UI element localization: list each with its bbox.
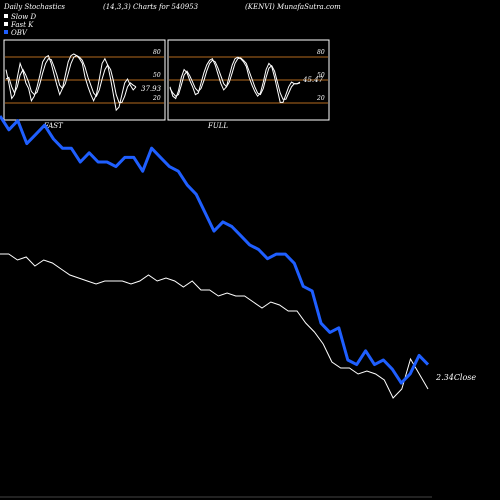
legend-fast-k: Fast K xyxy=(10,21,34,29)
legend-swatch-fast-k xyxy=(4,22,8,26)
fast-panel-frame xyxy=(3,39,166,121)
full-panel-label: FULL xyxy=(207,122,228,130)
fast-panel-tick-20: 20 xyxy=(152,95,161,102)
fast-panel-tick-80: 80 xyxy=(153,49,161,56)
legend-slow-d: Slow D xyxy=(11,13,36,21)
full-panel-tick-20: 20 xyxy=(316,95,325,102)
legend-swatch-slow-d xyxy=(4,14,8,18)
fast-panel-slow-d-line xyxy=(5,55,137,103)
legend-swatch-obv xyxy=(4,30,8,34)
full-panel-slow-d-line xyxy=(169,57,301,100)
full-panel-fast-k-line xyxy=(169,56,301,103)
site-name: (KENVI) MunafaSutra.com xyxy=(245,3,341,11)
full-panel: 80 50 20 45.47 xyxy=(167,39,330,121)
fast-panel: 80 50 20 37.93 xyxy=(3,39,166,121)
full-panel-value: 45.47 xyxy=(302,76,324,84)
legend: Slow D Fast K OBV xyxy=(4,13,36,37)
fast-panel-value: 37.93 xyxy=(141,85,162,93)
legend-obv: OBV xyxy=(11,29,28,37)
full-panel-tick-80: 80 xyxy=(317,49,325,56)
fast-panel-fast-k-line xyxy=(5,53,137,112)
fast-panel-tick-50: 50 xyxy=(153,72,161,79)
chart-title: Daily Stochastics xyxy=(3,3,65,11)
close-price-line xyxy=(0,253,429,399)
close-value-label: 2.34Close xyxy=(435,373,476,382)
full-panel-tick-50: 50 xyxy=(317,72,325,79)
chart-params: (14,3,3) Charts for 540953 xyxy=(103,3,199,11)
fast-panel-label: FAST xyxy=(43,122,64,130)
full-panel-frame xyxy=(167,39,330,121)
obv-line xyxy=(0,115,430,385)
